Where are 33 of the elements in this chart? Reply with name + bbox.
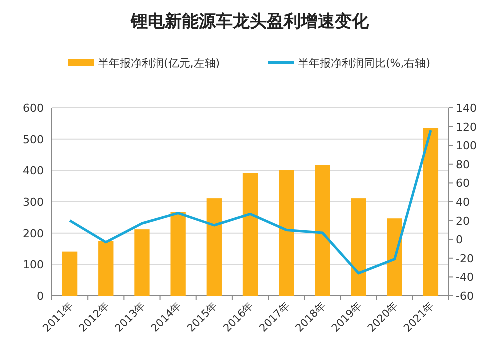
y-tick-label: 600 <box>23 102 44 115</box>
y2-tick-label: 20 <box>456 214 470 228</box>
legend-label: 半年报净利润同比(%,右轴) <box>298 57 431 70</box>
y-tick-label: 200 <box>23 227 44 240</box>
y2-tick-label: -60 <box>456 290 474 303</box>
y2-tick-label: 80 <box>456 158 470 172</box>
bar <box>387 218 402 296</box>
y-tick-label: 400 <box>23 164 44 178</box>
y2-tick-label: 0 <box>456 234 463 247</box>
bar <box>423 128 439 296</box>
bar <box>279 170 294 296</box>
bar <box>206 198 222 296</box>
bar <box>134 230 150 296</box>
y2-tick-label: 40 <box>456 196 470 209</box>
y-tick-label: 300 <box>23 196 44 209</box>
y2-tick-label: 120 <box>456 120 477 134</box>
line-series <box>68 129 432 275</box>
y2-tick-label: -40 <box>456 271 474 284</box>
y-tick-label: 0 <box>37 290 44 303</box>
y2-tick-label: 60 <box>456 177 470 190</box>
bar <box>351 198 366 296</box>
legend-label: 半年报净利润(亿元,左轴) <box>98 57 220 70</box>
y2-tick-label: -20 <box>456 252 474 266</box>
chart-title: 锂电新能源车龙头盈利增速变化 <box>130 12 370 32</box>
bar <box>98 241 114 296</box>
bar <box>62 252 78 296</box>
bar <box>315 165 330 296</box>
y2-tick-label: 100 <box>456 140 477 153</box>
y2-tick-label: 140 <box>456 102 477 115</box>
bar <box>170 212 186 296</box>
y-tick-label: 100 <box>23 258 44 272</box>
bar <box>242 173 258 296</box>
y-tick-label: 500 <box>23 133 44 146</box>
